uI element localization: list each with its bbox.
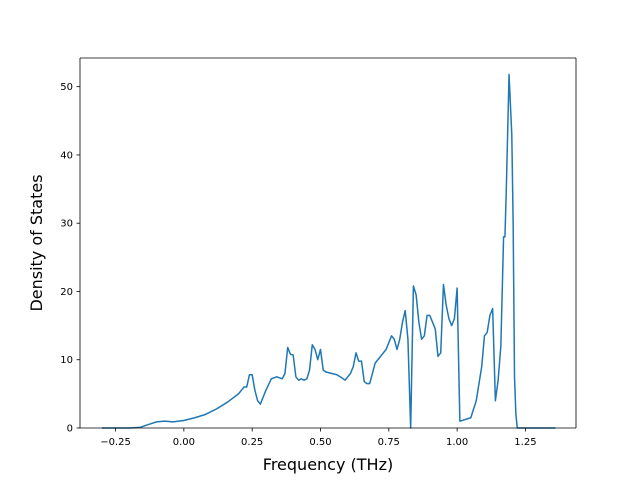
x-tick-label: 0.00: [173, 437, 195, 448]
x-tick-label: 0.25: [241, 437, 263, 448]
x-tick-label: 0.75: [378, 437, 400, 448]
y-tick-label: 0: [67, 424, 73, 435]
x-axis-ticks: −0.25 0.00 0.25 0.50 0.75 1.00 1.25: [100, 428, 537, 448]
y-tick-label: 50: [60, 82, 73, 93]
dos-series-line: [101, 73, 556, 429]
plot-area: [80, 58, 576, 428]
x-tick-label: −0.25: [100, 437, 131, 448]
y-tick-label: 20: [60, 287, 73, 298]
y-tick-label: 30: [60, 219, 73, 230]
axes-frame: [79, 57, 577, 429]
y-axis-label: Density of States: [27, 174, 46, 311]
x-axis-label: Frequency (THz): [263, 455, 393, 474]
y-tick-label: 10: [60, 355, 73, 366]
series-layer: [101, 73, 556, 429]
x-tick-label: 1.25: [514, 437, 536, 448]
y-tick-label: 40: [60, 150, 73, 161]
x-tick-label: 0.50: [309, 437, 331, 448]
x-tick-label: 1.00: [446, 437, 468, 448]
y-axis-ticks: 0 10 20 30 40 50: [60, 82, 80, 435]
